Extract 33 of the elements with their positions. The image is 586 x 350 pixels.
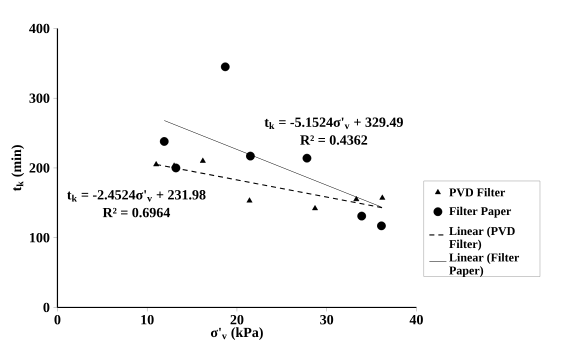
x-tick-label: 0 — [54, 314, 60, 324]
y-tick-label: 300 — [29, 93, 50, 103]
point — [377, 221, 386, 230]
annotation: R² = 0.4362 — [300, 135, 368, 145]
point — [160, 137, 169, 146]
x-axis-title: σ'$_{v}$ (kPa) — [210, 327, 263, 340]
annotation: t$_{k}$ = -5.1524σ'$_{v}$ + 329.49 — [264, 118, 403, 130]
x-tick-label: 10 — [141, 314, 154, 324]
point — [302, 154, 312, 163]
annotation: R² = 0.6964 — [102, 208, 170, 218]
point — [353, 196, 360, 202]
point — [172, 164, 180, 172]
point — [220, 62, 230, 72]
point — [246, 197, 252, 203]
x-tick-label: 40 — [410, 314, 423, 324]
point — [379, 194, 386, 200]
legend-label: Filter Paper — [449, 206, 512, 218]
point — [246, 152, 255, 160]
legend-label: Linear (Filter Paper) — [449, 253, 520, 277]
y-tick-label: 100 — [30, 232, 50, 242]
point — [200, 158, 206, 163]
annotation: t$_{k}$ = -2.4524σ'$_{v}$ + 231.98 — [67, 190, 206, 202]
x-tick-label: 30 — [320, 314, 334, 324]
legend-label: PVD Filter — [449, 188, 506, 196]
x-tick-label: 20 — [230, 314, 244, 324]
y-tick-label: 0 — [43, 302, 50, 312]
y-axis-title: t$_{k}$ (min) — [11, 145, 24, 192]
point — [153, 161, 160, 166]
legend-label: Linear (PVD Filter) — [449, 226, 515, 251]
point — [312, 204, 318, 210]
y-tick-label: 200 — [29, 163, 50, 173]
y-tick-label: 400 — [29, 24, 50, 34]
point — [357, 212, 366, 220]
